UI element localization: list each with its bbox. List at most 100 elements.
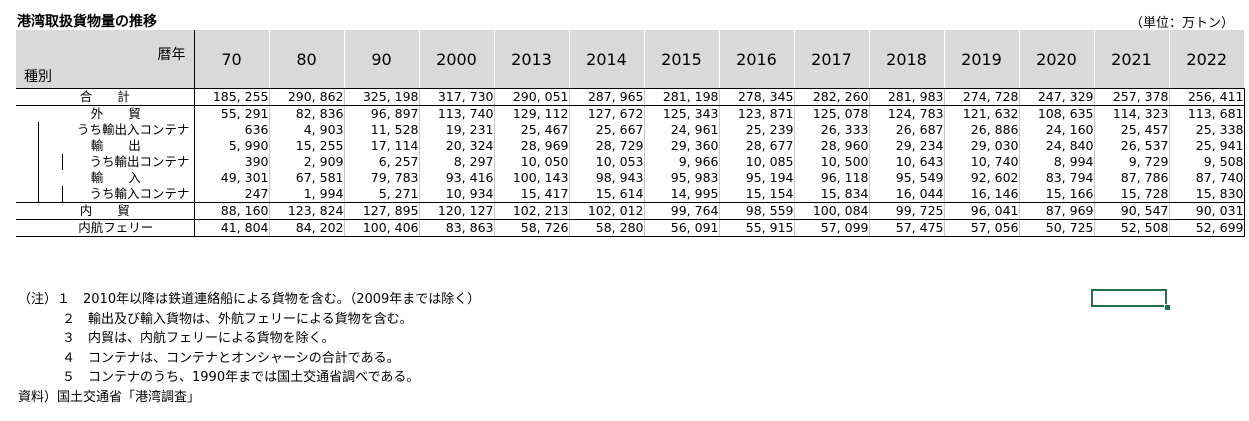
year-header: 2021 <box>1094 30 1170 89</box>
value-cell: 247 <box>194 186 270 203</box>
value-cell: 57, 099 <box>794 219 870 237</box>
value-cell: 9, 508 <box>1169 154 1245 170</box>
value-cell: 185, 255 <box>194 88 270 106</box>
note-5: ５ コンテナのうち、1990年までは国土交通省調べである。 <box>62 370 420 385</box>
year-header: 2015 <box>644 30 720 89</box>
value-cell: 29, 030 <box>944 138 1020 154</box>
value-cell: 87, 740 <box>1169 170 1245 186</box>
value-cell: 90, 547 <box>1094 202 1170 220</box>
year-header: 2013 <box>494 30 570 89</box>
value-cell: 256, 411 <box>1169 88 1245 106</box>
value-cell: 25, 239 <box>719 122 795 138</box>
value-cell: 87, 786 <box>1094 170 1170 186</box>
row-label-cell: 輸 入 <box>16 170 195 186</box>
value-cell: 124, 783 <box>869 105 945 122</box>
value-cell: 28, 969 <box>494 138 570 154</box>
value-cell: 5, 990 <box>194 138 270 154</box>
value-cell: 26, 687 <box>869 122 945 138</box>
value-cell: 100, 084 <box>794 202 870 220</box>
value-cell: 24, 840 <box>1019 138 1095 154</box>
row-label: 合 計 <box>79 89 130 104</box>
value-cell: 25, 467 <box>494 122 570 138</box>
value-cell: 10, 500 <box>794 154 870 170</box>
value-cell: 58, 280 <box>569 219 645 237</box>
value-cell: 41, 804 <box>194 219 270 237</box>
table-row: 外 貿 55, 291 82, 836 96, 897 113, 740 129, 112… <box>16 105 1245 122</box>
value-cell: 10, 050 <box>494 154 570 170</box>
value-cell: 29, 234 <box>869 138 945 154</box>
value-cell: 28, 729 <box>569 138 645 154</box>
value-cell: 129, 112 <box>494 105 570 122</box>
year-header: 2018 <box>869 30 945 89</box>
table-row: うち輸入コンテナ 247 1, 994 5, 271 10, 934 15, 417 15,… <box>16 186 1245 203</box>
value-cell: 57, 056 <box>944 219 1020 237</box>
value-cell: 102, 213 <box>494 202 570 220</box>
row-label: 内 貿 <box>79 203 130 218</box>
table-row: うち輸出入コンテナ 636 4, 903 11, 528 19, 231 25, 467 2… <box>16 122 1245 138</box>
unit-label: （単位：万トン） <box>1130 16 1235 31</box>
year-header: 2020 <box>1019 30 1095 89</box>
row-label-cell: 合 計 <box>16 88 195 106</box>
value-cell: 83, 863 <box>419 219 495 237</box>
value-cell: 87, 969 <box>1019 202 1095 220</box>
value-cell: 15, 154 <box>719 186 795 203</box>
header-row: 暦年 種別 70 80 90 2000 2013 2014 2015 2016 … <box>16 30 1244 89</box>
value-cell: 15, 166 <box>1019 186 1095 203</box>
value-cell: 95, 983 <box>644 170 720 186</box>
value-cell: 25, 941 <box>1169 138 1245 154</box>
row-label: 外 貿 <box>90 106 141 121</box>
value-cell: 10, 085 <box>719 154 795 170</box>
value-cell: 114, 323 <box>1094 105 1170 122</box>
value-cell: 82, 836 <box>269 105 345 122</box>
value-cell: 96, 041 <box>944 202 1020 220</box>
year-header: 2017 <box>794 30 870 89</box>
value-cell: 15, 614 <box>569 186 645 203</box>
cargo-table: 暦年 種別 70 80 90 2000 2013 2014 2015 2016 … <box>16 30 1245 237</box>
value-cell: 98, 559 <box>719 202 795 220</box>
selected-cell[interactable] <box>1091 289 1167 307</box>
row-label-cell: 外 貿 <box>16 105 195 122</box>
value-cell: 28, 677 <box>719 138 795 154</box>
value-cell: 8, 297 <box>419 154 495 170</box>
value-cell: 9, 966 <box>644 154 720 170</box>
year-header: 90 <box>344 30 420 89</box>
row-label-cell: うち輸出コンテナ <box>16 154 195 170</box>
note-3: ３ 内貿は、内航フェリーによる貨物を除く。 <box>62 331 335 346</box>
value-cell: 290, 051 <box>494 88 570 106</box>
value-cell: 83, 794 <box>1019 170 1095 186</box>
value-cell: 2, 909 <box>269 154 345 170</box>
table-row: うち輸出コンテナ 390 2, 909 6, 257 8, 297 10, 050 10, … <box>16 154 1245 170</box>
note-2: ２ 輸出及び輸入貨物は、外航フェリーによる貨物を含む。 <box>62 311 413 327</box>
value-cell: 100, 406 <box>344 219 420 237</box>
value-cell: 25, 457 <box>1094 122 1170 138</box>
value-cell: 274, 728 <box>944 88 1020 106</box>
value-cell: 390 <box>194 154 270 170</box>
fill-handle[interactable] <box>1164 304 1171 311</box>
value-cell: 24, 961 <box>644 122 720 138</box>
value-cell: 281, 198 <box>644 88 720 106</box>
value-cell: 1, 994 <box>269 186 345 203</box>
value-cell: 247, 329 <box>1019 88 1095 106</box>
value-cell: 257, 378 <box>1094 88 1170 106</box>
value-cell: 49, 301 <box>194 170 270 186</box>
table-body: 合 計 185, 255 290, 862 325, 198 317, 730 290, … <box>16 88 1245 237</box>
table-row: 内航フェリー 41, 804 84, 202 100, 406 83, 863 58, 7… <box>16 219 1245 237</box>
value-cell: 15, 834 <box>794 186 870 203</box>
table-row: 合 計 185, 255 290, 862 325, 198 317, 730 290, … <box>16 88 1245 106</box>
value-cell: 121, 632 <box>944 105 1020 122</box>
value-cell: 10, 934 <box>419 186 495 203</box>
value-cell: 26, 537 <box>1094 138 1170 154</box>
value-cell: 98, 943 <box>569 170 645 186</box>
value-cell: 278, 345 <box>719 88 795 106</box>
value-cell: 99, 725 <box>869 202 945 220</box>
value-cell: 52, 508 <box>1094 219 1170 237</box>
value-cell: 120, 127 <box>419 202 495 220</box>
year-header: 2014 <box>569 30 645 89</box>
row-label: 輸 出 <box>90 138 141 153</box>
value-cell: 113, 740 <box>419 105 495 122</box>
value-cell: 10, 643 <box>869 154 945 170</box>
value-cell: 88, 160 <box>194 202 270 220</box>
row-label: 輸 入 <box>90 170 141 185</box>
value-cell: 95, 549 <box>869 170 945 186</box>
value-cell: 6, 257 <box>344 154 420 170</box>
